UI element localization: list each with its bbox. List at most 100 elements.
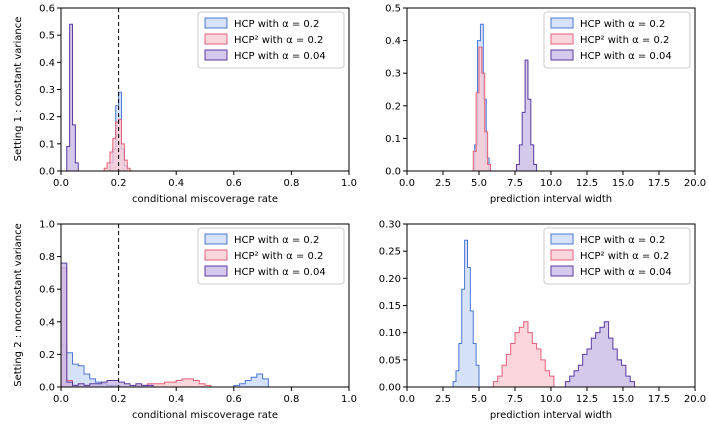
y-tick-label: 0.8 bbox=[39, 252, 55, 263]
y-tick-label: 0.5 bbox=[385, 4, 401, 15]
histogram-series-3 bbox=[66, 23, 79, 172]
legend: HCP with α = 0.2 HCP² with α = 0.2 HCP wit… bbox=[543, 227, 691, 285]
legend-swatch bbox=[550, 49, 574, 61]
histogram-series-2 bbox=[492, 321, 555, 388]
histogram-series-3 bbox=[60, 262, 154, 388]
y-tick-label: 0.4 bbox=[385, 36, 401, 47]
legend-box bbox=[543, 227, 691, 285]
y-tick-label: 0.2 bbox=[39, 350, 55, 361]
x-tick-label: 0.0 bbox=[399, 394, 415, 405]
y-tick-label: 0.20 bbox=[379, 274, 401, 285]
chart-panel-3: 0.0 0.2 0.4 0.6 0.8 1.0 0.0 0.2 0.4 0.6 0.8 1.0 cond… bbox=[13, 220, 357, 422]
y-tick-label: 0.10 bbox=[379, 328, 401, 339]
x-tick-label: 12.5 bbox=[576, 394, 598, 405]
x-tick-label: 2.5 bbox=[435, 178, 451, 189]
x-tick-label: 0.0 bbox=[53, 394, 69, 405]
y-tick-label: 0.00 bbox=[379, 383, 401, 394]
y-tick-label: 0.4 bbox=[39, 58, 55, 69]
y-tick-label: 0.15 bbox=[379, 301, 401, 312]
legend: HCP with α = 0.2 HCP² with α = 0.2 HCP wit… bbox=[543, 11, 691, 69]
legend-swatch bbox=[204, 33, 228, 45]
legend-label: HCP² with α = 0.2 bbox=[580, 35, 669, 46]
x-tick-label: 17.5 bbox=[648, 394, 670, 405]
panels: 0.0 0.2 0.4 0.6 0.8 1.0 0.0 0.1 0.2 0.3 0.4 0.5 0.6 c… bbox=[13, 4, 706, 422]
legend-label: HCP with α = 0.04 bbox=[580, 51, 672, 62]
legend-box bbox=[197, 227, 345, 285]
x-tick-label: 5.0 bbox=[471, 178, 487, 189]
x-tick-label: 1.0 bbox=[341, 394, 357, 405]
x-tick-label: 0.6 bbox=[226, 178, 242, 189]
legend-label: HCP² with α = 0.2 bbox=[580, 251, 669, 262]
y-tick-label: 0.1 bbox=[385, 134, 401, 145]
x-axis-label: conditional miscoverage rate bbox=[132, 194, 278, 205]
x-tick-label: 0.2 bbox=[111, 394, 127, 405]
histogram-series-1 bbox=[60, 344, 269, 388]
legend-label: HCP with α = 0.2 bbox=[580, 235, 665, 246]
x-tick-label: 10.0 bbox=[540, 394, 562, 405]
x-tick-label: 1.0 bbox=[341, 178, 357, 189]
x-tick-label: 7.5 bbox=[507, 178, 523, 189]
legend-swatch bbox=[550, 233, 574, 245]
y-tick-label: 0.0 bbox=[39, 167, 55, 178]
y-tick-label: 0.5 bbox=[39, 31, 55, 42]
legend-swatch bbox=[550, 249, 574, 261]
legend-swatch bbox=[204, 265, 228, 277]
y-tick-label: 0.6 bbox=[39, 285, 55, 296]
chart-panel-2: 0.0 2.5 5.0 7.5 10.0 12.5 15.0 17.5 20.0 0.0 0.1 0.… bbox=[385, 4, 706, 206]
histogram-series-2 bbox=[472, 46, 492, 172]
y-tick-label: 0.3 bbox=[385, 69, 401, 80]
x-tick-label: 0.4 bbox=[168, 394, 184, 405]
histogram-series-1 bbox=[452, 239, 480, 388]
histogram-series-2 bbox=[103, 118, 131, 172]
y-tick-label: 0.6 bbox=[39, 4, 55, 15]
legend-swatch bbox=[204, 249, 228, 261]
x-tick-label: 2.5 bbox=[435, 394, 451, 405]
row-label: Setting 1 : constant variance bbox=[13, 17, 24, 162]
x-tick-label: 0.0 bbox=[399, 178, 415, 189]
x-tick-label: 15.0 bbox=[612, 394, 634, 405]
y-tick-label: 0.0 bbox=[385, 167, 401, 178]
legend: HCP with α = 0.2 HCP² with α = 0.2 HCP wit… bbox=[197, 227, 345, 285]
y-tick-label: 0.30 bbox=[379, 220, 401, 231]
y-tick-label: 0.1 bbox=[39, 139, 55, 150]
x-tick-label: 20.0 bbox=[684, 178, 706, 189]
legend-label: HCP with α = 0.2 bbox=[580, 19, 665, 30]
x-axis-label: prediction interval width bbox=[490, 410, 612, 421]
legend-label: HCP² with α = 0.2 bbox=[234, 251, 323, 262]
x-tick-label: 0.6 bbox=[226, 394, 242, 405]
x-tick-label: 7.5 bbox=[507, 394, 523, 405]
legend-box bbox=[197, 11, 345, 69]
y-tick-label: 0.05 bbox=[379, 355, 401, 366]
x-tick-label: 0.2 bbox=[111, 178, 127, 189]
legend-swatch bbox=[204, 233, 228, 245]
legend-label: HCP with α = 0.04 bbox=[580, 267, 672, 278]
histogram-series-3 bbox=[515, 59, 538, 172]
legend: HCP with α = 0.2 HCP² with α = 0.2 HCP wit… bbox=[197, 11, 345, 69]
y-tick-label: 1.0 bbox=[39, 220, 55, 231]
legend-box bbox=[543, 11, 691, 69]
legend-label: HCP with α = 0.2 bbox=[234, 19, 319, 30]
x-tick-label: 0.0 bbox=[53, 178, 69, 189]
x-axis-label: conditional miscoverage rate bbox=[132, 410, 278, 421]
legend-label: HCP with α = 0.04 bbox=[234, 51, 326, 62]
x-tick-label: 15.0 bbox=[612, 178, 634, 189]
x-tick-label: 5.0 bbox=[471, 394, 487, 405]
x-tick-label: 0.8 bbox=[283, 178, 299, 189]
legend-label: HCP² with α = 0.2 bbox=[234, 35, 323, 46]
legend-swatch bbox=[204, 49, 228, 61]
x-tick-label: 17.5 bbox=[648, 178, 670, 189]
x-tick-label: 10.0 bbox=[540, 178, 562, 189]
legend-label: HCP with α = 0.04 bbox=[234, 267, 326, 278]
legend-swatch bbox=[550, 17, 574, 29]
histogram-series-3 bbox=[564, 321, 636, 388]
legend-swatch bbox=[550, 33, 574, 45]
row-label: Setting 2 : nonconstant variance bbox=[13, 223, 24, 387]
x-tick-label: 20.0 bbox=[684, 394, 706, 405]
legend-swatch bbox=[204, 17, 228, 29]
x-tick-label: 0.8 bbox=[283, 394, 299, 405]
x-axis-label: prediction interval width bbox=[490, 194, 612, 205]
x-tick-label: 0.4 bbox=[168, 178, 184, 189]
legend-label: HCP with α = 0.2 bbox=[234, 235, 319, 246]
y-tick-label: 0.2 bbox=[385, 101, 401, 112]
